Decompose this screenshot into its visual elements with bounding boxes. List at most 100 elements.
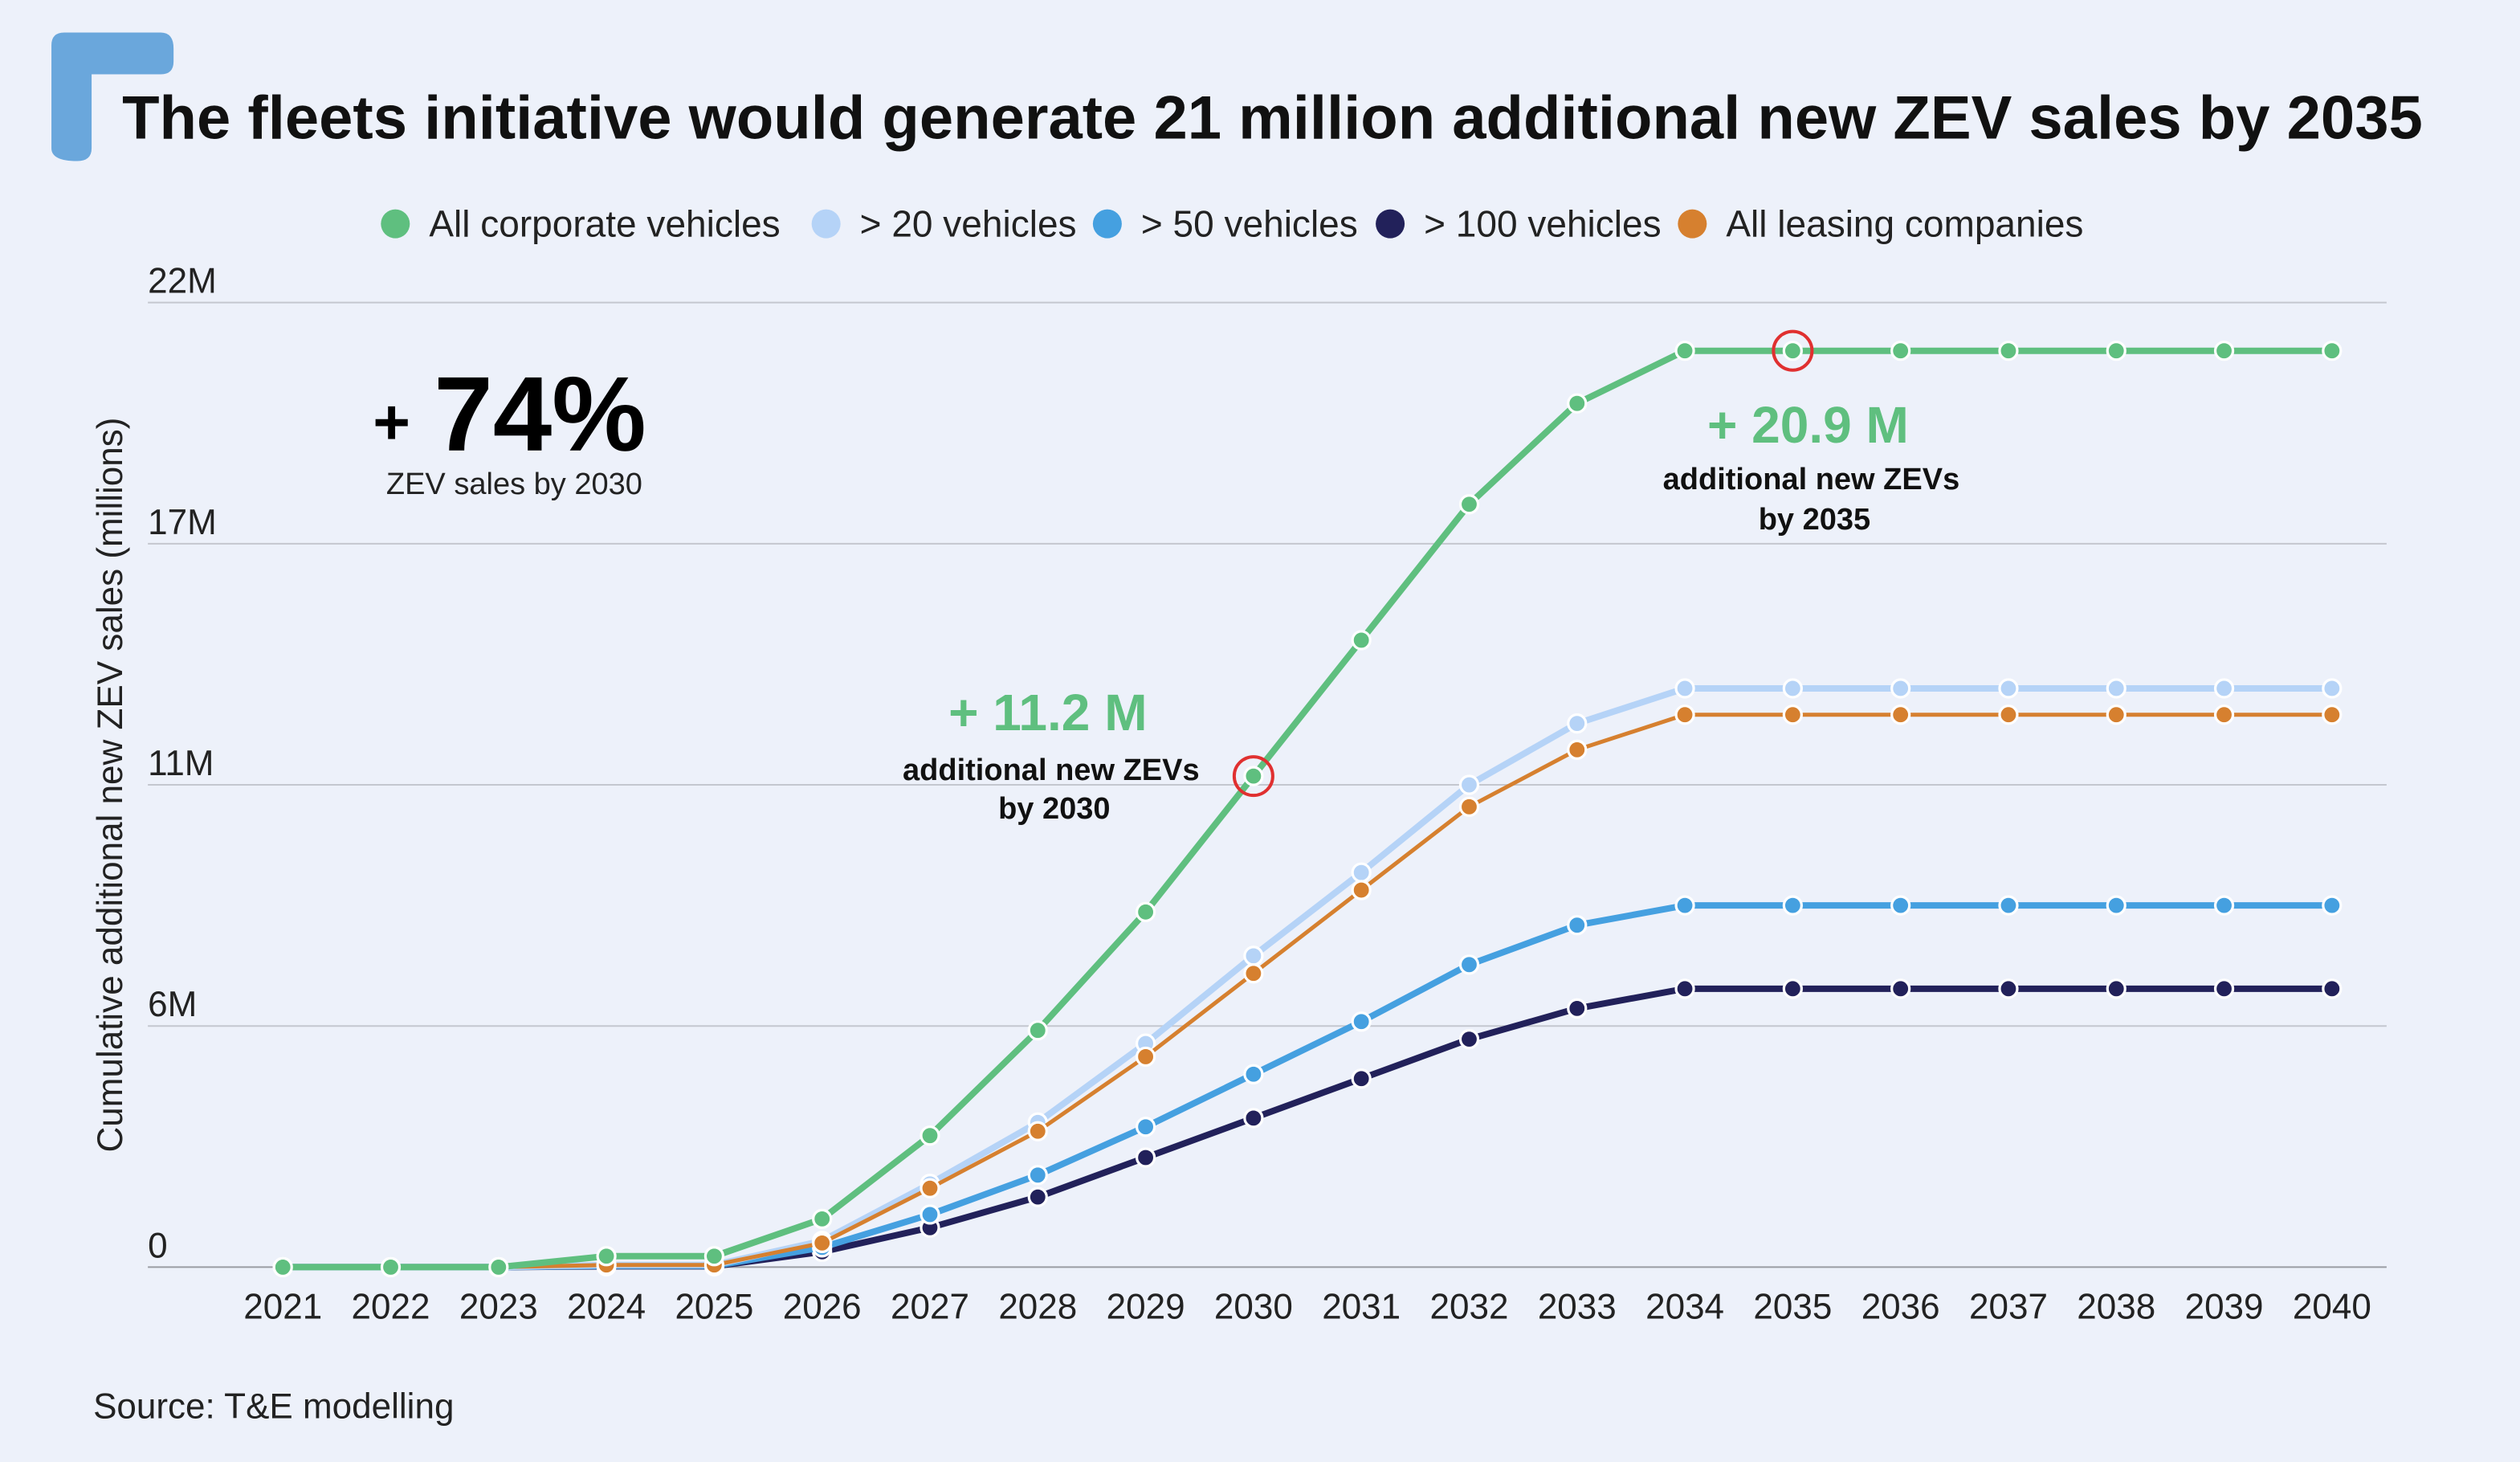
- data-point: [1135, 1046, 1156, 1068]
- data-point: [1027, 1165, 1048, 1186]
- data-point: [703, 1246, 725, 1267]
- legend-item: > 20 vehicles: [811, 203, 1077, 245]
- data-point: [2213, 978, 2235, 999]
- data-point: [1458, 1029, 1480, 1050]
- x-tick-label: 2030: [1214, 1287, 1293, 1326]
- data-point: [2322, 341, 2343, 361]
- legend-label: All corporate vehicles: [429, 203, 780, 245]
- data-point: [488, 1256, 509, 1278]
- pct-annotation: + 74% ZEV sales by 2030: [373, 354, 646, 501]
- data-point: [920, 1204, 940, 1225]
- source-note: Source: T&E modelling: [93, 1387, 454, 1427]
- x-tick-label: 2029: [1107, 1287, 1185, 1326]
- data-point: [1998, 895, 2019, 916]
- data-point: [1243, 766, 1264, 786]
- legend-marker: [1376, 209, 1405, 239]
- highlight-circle: [1232, 755, 1274, 798]
- legend-label: All leasing companies: [1726, 203, 2083, 245]
- data-point: [920, 1125, 940, 1146]
- x-tick-label: 2036: [1861, 1287, 1940, 1326]
- data-point: [1351, 1011, 1372, 1032]
- data-point: [1243, 1064, 1264, 1084]
- x-tick-label: 2038: [2077, 1287, 2155, 1326]
- series-line: [283, 713, 2332, 1269]
- annotation-2035-line2: by 2035: [1759, 503, 1871, 537]
- data-point: [1135, 1117, 1156, 1137]
- annotation-2035-value: + 20.9 M: [1707, 396, 1909, 454]
- data-point: [2106, 704, 2127, 725]
- data-point: [2213, 704, 2235, 725]
- data-point: [1890, 704, 1911, 725]
- legend-label: > 100 vehicles: [1424, 203, 1661, 245]
- legend-marker: [811, 209, 841, 239]
- series-group: [272, 341, 2343, 1278]
- x-tick-label: 2026: [783, 1287, 862, 1326]
- data-point: [1567, 739, 1588, 760]
- annotation-2030-value: + 11.2 M: [948, 684, 1147, 741]
- legend-label: > 20 vehicles: [860, 203, 1077, 245]
- data-point: [1782, 678, 1803, 699]
- legend: All corporate vehicles > 20 vehicles > 50 …: [381, 203, 2083, 245]
- data-point: [2106, 978, 2127, 999]
- data-point: [1351, 862, 1372, 883]
- annotation-2030-line1: additional new ZEVs: [903, 753, 1200, 787]
- x-tick-label: 2025: [675, 1287, 753, 1326]
- annotation-2035-line1: additional new ZEVs: [1663, 463, 1960, 496]
- logo-mark: [51, 32, 174, 161]
- pct-value: 74%: [434, 354, 646, 473]
- data-point: [2213, 341, 2235, 361]
- data-point: [1567, 998, 1588, 1019]
- series-line: [283, 347, 2332, 1271]
- data-point: [2106, 341, 2127, 361]
- x-tick-label: 2037: [1969, 1287, 2048, 1326]
- data-point: [1782, 341, 1803, 361]
- series-all-corporate-vehicles: [272, 341, 2343, 1278]
- data-point: [1027, 1121, 1048, 1141]
- data-point: [1458, 774, 1480, 795]
- data-point: [1890, 341, 1911, 361]
- x-tick-label: 2032: [1430, 1287, 1509, 1326]
- x-tick-label: 2039: [2185, 1287, 2264, 1326]
- data-point: [2322, 678, 2343, 699]
- annotation-2035: + 20.9 M additional new ZEVs by 2035: [1663, 396, 1960, 537]
- data-point: [2106, 895, 2127, 916]
- x-axis-ticks: 2021 2022 2023 2024 2025 2026 2027 2028 2029 2030…: [243, 1287, 2371, 1326]
- data-point: [380, 1256, 402, 1278]
- x-tick-label: 2031: [1322, 1287, 1401, 1326]
- data-point: [2213, 678, 2235, 699]
- data-point: [1782, 978, 1803, 999]
- legend-item: > 100 vehicles: [1376, 203, 1662, 245]
- x-tick-label: 2027: [891, 1287, 969, 1326]
- data-point: [1458, 954, 1480, 975]
- annotation-2030: + 11.2 M additional new ZEVs by 2030: [903, 684, 1200, 826]
- legend-marker: [1092, 209, 1122, 239]
- data-point: [1782, 895, 1803, 916]
- y-tick-label: 11M: [148, 744, 214, 783]
- data-point: [1782, 704, 1803, 725]
- data-point: [2322, 704, 2343, 725]
- data-point: [596, 1246, 617, 1267]
- data-point: [1243, 963, 1264, 984]
- data-point: [272, 1256, 293, 1278]
- data-point: [812, 1208, 833, 1229]
- data-point: [1027, 1020, 1048, 1041]
- data-point: [1674, 341, 1695, 361]
- data-point: [1998, 341, 2019, 361]
- x-tick-label: 2024: [567, 1287, 646, 1326]
- data-point: [1567, 713, 1588, 734]
- legend-item: All leasing companies: [1678, 203, 2083, 245]
- highlight-circles: [1232, 329, 1814, 798]
- annotation-2030-line2: by 2030: [998, 792, 1111, 826]
- data-point: [1567, 915, 1588, 936]
- data-point: [1674, 978, 1695, 999]
- data-point: [1674, 704, 1695, 725]
- legend-item: > 50 vehicles: [1092, 203, 1358, 245]
- legend-marker: [1678, 209, 1707, 239]
- y-axis-label: Cumulative additional new ZEV sales (mil…: [91, 418, 130, 1153]
- chart-title: The fleets initiative would generate 21 …: [122, 84, 2423, 153]
- x-tick-label: 2035: [1753, 1287, 1832, 1326]
- x-tick-label: 2023: [459, 1287, 538, 1326]
- data-point: [920, 1178, 940, 1199]
